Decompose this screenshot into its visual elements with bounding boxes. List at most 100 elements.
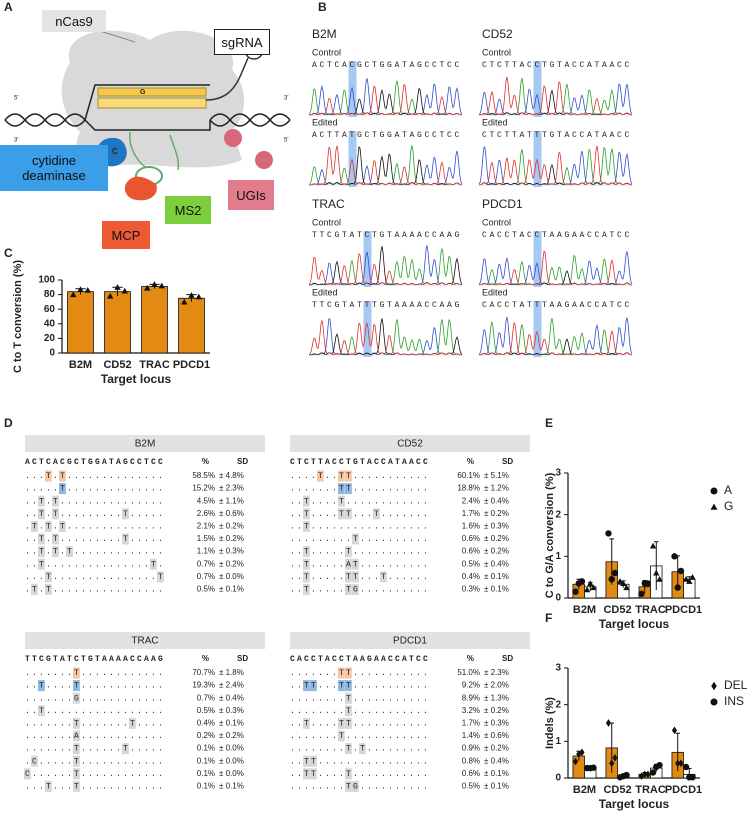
panel-letter: A xyxy=(4,0,13,14)
base-highlight xyxy=(122,743,129,755)
sd: ± 0.2% xyxy=(484,744,509,753)
percent: 0.7% xyxy=(197,693,215,702)
base-highlight xyxy=(345,705,352,717)
percent: 0.5% xyxy=(462,559,480,568)
base-highlight xyxy=(352,780,359,792)
sd: ± 0.4% xyxy=(484,756,509,765)
base-highlight xyxy=(38,533,45,545)
legend-label: DEL xyxy=(724,678,747,692)
table-title-bar xyxy=(290,435,530,452)
percent: 0.4% xyxy=(197,719,215,728)
point xyxy=(682,576,690,582)
column-header: SD xyxy=(502,457,513,466)
base-highlight xyxy=(345,717,352,729)
point xyxy=(609,759,615,768)
sequence: TTCGTATTTGTAAAACCAAG xyxy=(312,301,462,310)
column-header: % xyxy=(202,457,209,466)
base-highlight xyxy=(345,558,352,570)
point xyxy=(144,284,151,291)
sd: ± 2.3% xyxy=(484,668,509,677)
trace xyxy=(308,320,463,356)
y-tick-label: 80 xyxy=(44,289,56,300)
allele-pattern: ..TT...TT........... xyxy=(290,682,430,691)
base-highlight xyxy=(73,667,80,679)
aptamer-label: MS2 xyxy=(165,196,211,224)
allele-pattern: ..T.....T........... xyxy=(290,548,430,557)
base-highlight xyxy=(345,571,352,583)
column-header: SD xyxy=(502,654,513,663)
sample-label: Control xyxy=(482,217,511,227)
base-highlight xyxy=(122,533,129,545)
allele-pattern: ........T.T......... xyxy=(290,745,430,754)
point xyxy=(77,286,84,293)
base-highlight xyxy=(52,533,59,545)
base-highlight xyxy=(338,667,345,679)
point xyxy=(188,292,195,298)
base-highlight xyxy=(303,680,310,692)
percent: 0.1% xyxy=(197,744,215,753)
reference-sequence: ACTCACGCTGGATAGCCTCC xyxy=(25,458,165,467)
percent: 0.5% xyxy=(462,782,480,791)
base-highlight xyxy=(303,520,310,532)
base-highlight xyxy=(310,680,317,692)
percent: 8.9% xyxy=(462,693,480,702)
point xyxy=(612,753,618,762)
sd: ± 0.0% xyxy=(219,756,244,765)
panel-letter: E xyxy=(545,416,553,430)
edit-highlight xyxy=(533,301,542,357)
point xyxy=(121,287,128,294)
ugi-shape xyxy=(255,151,273,169)
percent: 2.4% xyxy=(462,496,480,505)
base-highlight xyxy=(38,558,45,570)
point xyxy=(84,287,91,293)
base-highlight xyxy=(317,470,324,482)
point xyxy=(645,770,651,779)
allele-pattern: .......TT........... xyxy=(290,485,430,494)
base-highlight xyxy=(52,508,59,520)
y-tick-label: 2 xyxy=(555,699,561,710)
trace xyxy=(308,83,463,116)
base-highlight xyxy=(73,780,80,792)
allele-pattern: .........T.......... xyxy=(290,535,430,544)
base-highlight xyxy=(59,520,66,532)
table-title: PDCD1 xyxy=(393,636,427,647)
sample-label: Edited xyxy=(312,287,338,297)
x-tick-label: TRAC xyxy=(635,604,666,616)
y-tick-label: 2 xyxy=(555,509,561,520)
base-highlight xyxy=(303,508,310,520)
allele-pattern: ..T.T.........T..... xyxy=(25,510,165,519)
point xyxy=(623,584,630,591)
table-title: B2M xyxy=(135,439,156,450)
x-tick-label: TRAC xyxy=(635,784,666,796)
legend-label: A xyxy=(724,483,732,497)
edit-highlight xyxy=(533,231,542,287)
point xyxy=(644,580,652,587)
allele-pattern: ..TT....T........... xyxy=(290,770,430,779)
panel-letter: B xyxy=(318,0,327,14)
allele-pattern: ...T...T............ xyxy=(25,783,165,792)
percent: 70.7% xyxy=(192,668,215,677)
column-header: % xyxy=(467,654,474,663)
allele-pattern: ..T....T............ xyxy=(290,497,430,506)
gene-label: CD52 xyxy=(482,27,513,41)
allele-pattern: ..TT................ xyxy=(290,757,430,766)
base-highlight xyxy=(59,470,66,482)
sample-label: Control xyxy=(312,217,341,227)
percent: 0.1% xyxy=(197,756,215,765)
point xyxy=(671,726,678,735)
base-highlight xyxy=(310,755,317,767)
x-tick-label: PDCD1 xyxy=(665,784,702,796)
base-highlight xyxy=(338,680,345,692)
point xyxy=(195,293,202,300)
legend-marker xyxy=(710,698,718,706)
sequence: TTCGTATCTGTAAAACCAAG xyxy=(312,231,462,240)
base-highlight xyxy=(45,571,52,583)
base-label: G xyxy=(140,89,146,96)
sd: ± 0.1% xyxy=(219,719,244,728)
allele-pattern: ..T.....TT...T...... xyxy=(290,573,430,582)
allele-pattern: ...T...............T xyxy=(25,573,165,582)
sample-label: Edited xyxy=(482,287,508,297)
percent: 1.7% xyxy=(462,719,480,728)
base-highlight xyxy=(73,692,80,704)
